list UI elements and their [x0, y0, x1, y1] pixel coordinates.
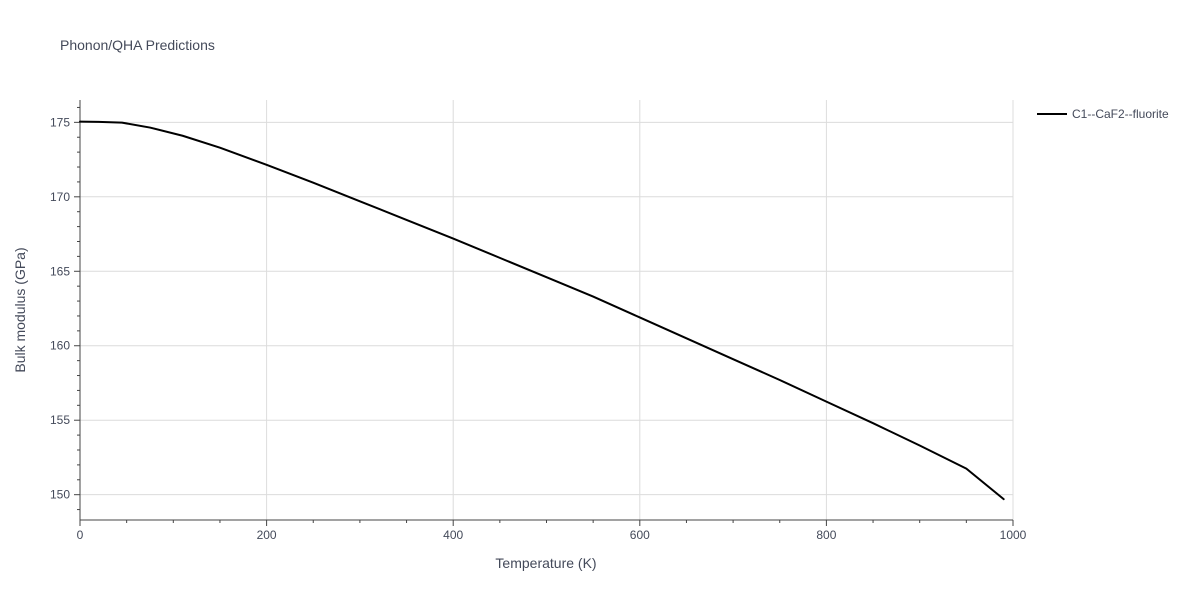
- legend-entry-label: C1--CaF2--fluorite: [1072, 107, 1169, 121]
- x-tick-label: 400: [443, 528, 463, 542]
- series-line-c1-caf2-fluorite[interactable]: [79, 120, 1005, 501]
- y-tick-label: 155: [50, 413, 70, 427]
- x-tick-label: 0: [77, 528, 84, 542]
- x-axis-title: Temperature (K): [495, 555, 596, 571]
- y-axis-title: Bulk modulus (GPa): [12, 247, 28, 372]
- chart-title: Phonon/QHA Predictions: [60, 37, 215, 53]
- grid-layer: [80, 100, 1014, 520]
- series-layer: [79, 120, 1005, 501]
- x-tick-label: 200: [257, 528, 277, 542]
- y-tick-label: 150: [50, 488, 70, 502]
- y-tick-label: 170: [50, 190, 70, 204]
- axes-layer: 0 200 400 600 800 1000 150 155 160 165 170 175: [50, 100, 1027, 542]
- x-tick-label: 800: [816, 528, 836, 542]
- y-tick-label: 175: [50, 115, 70, 129]
- x-tick-label: 1000: [1000, 528, 1027, 542]
- y-tick-label: 165: [50, 264, 70, 278]
- labels-layer: Phonon/QHA Predictions Temperature (K) B…: [12, 37, 597, 571]
- x-tick-label: 600: [630, 528, 650, 542]
- legend[interactable]: C1--CaF2--fluorite: [1037, 107, 1169, 121]
- y-tick-label: 160: [50, 339, 70, 353]
